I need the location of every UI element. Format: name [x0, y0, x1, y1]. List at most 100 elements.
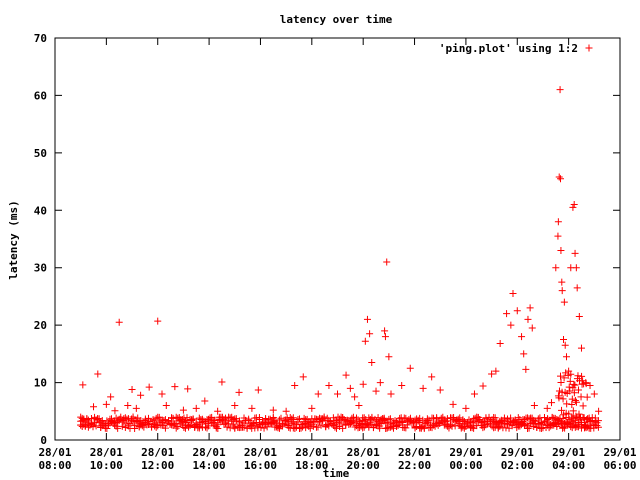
data-point	[509, 290, 517, 298]
data-point	[561, 341, 569, 349]
data-point	[571, 249, 579, 257]
baseline-point	[544, 415, 552, 423]
baseline-point	[554, 416, 562, 424]
data-point	[557, 246, 565, 254]
baseline-point	[349, 417, 357, 425]
data-point	[595, 407, 603, 415]
data-point	[528, 324, 536, 332]
baseline-point	[468, 424, 476, 432]
x-tick-label-date: 29/01	[552, 446, 585, 459]
data-point	[555, 173, 563, 181]
baseline-point	[95, 415, 103, 423]
baseline-point	[117, 413, 125, 421]
baseline-point	[319, 416, 327, 424]
data-point	[145, 383, 153, 391]
x-tick-label-time: 12:00	[141, 459, 174, 472]
baseline-point	[226, 414, 234, 422]
data-point	[562, 353, 570, 361]
baseline-point	[383, 418, 391, 426]
data-point	[179, 406, 187, 414]
baseline-point	[594, 423, 602, 431]
data-point	[325, 381, 333, 389]
baseline-point	[161, 416, 169, 424]
data-point	[387, 390, 395, 398]
baseline-point	[533, 423, 541, 431]
baseline-point	[223, 423, 231, 431]
baseline-point	[565, 383, 573, 391]
data-point	[419, 384, 427, 392]
baseline-point	[386, 415, 394, 423]
data-point	[575, 313, 583, 321]
x-tick-label-date: 28/01	[398, 446, 431, 459]
baseline-point	[197, 419, 205, 427]
baseline-point	[217, 416, 225, 424]
y-tick-label: 20	[34, 319, 47, 332]
baseline-point	[570, 380, 578, 388]
data-point	[184, 385, 192, 393]
data-point	[503, 310, 511, 318]
x-tick-label-time: 04:00	[552, 459, 585, 472]
baseline-point	[572, 398, 580, 406]
data-point	[492, 367, 500, 375]
baseline-point	[259, 419, 267, 427]
baseline-point	[295, 415, 303, 423]
baseline-point	[141, 415, 149, 423]
baseline-point	[331, 423, 339, 431]
data-point	[526, 304, 534, 312]
data-point	[543, 404, 551, 412]
baseline-point	[548, 413, 556, 421]
data-point	[201, 397, 209, 405]
baseline-point	[186, 421, 194, 429]
x-tick-label-time: 14:00	[193, 459, 226, 472]
data-point	[582, 379, 590, 387]
baseline-point	[243, 423, 251, 431]
baseline-point	[231, 424, 239, 432]
baseline-point	[214, 424, 222, 432]
data-point	[520, 350, 528, 358]
data-point	[342, 371, 350, 379]
chart-title: latency over time	[280, 13, 393, 26]
baseline-point	[376, 424, 384, 432]
data-point	[385, 353, 393, 361]
data-point	[573, 284, 581, 292]
baseline-point	[566, 377, 574, 385]
baseline-point	[537, 419, 545, 427]
baseline-point	[561, 424, 569, 432]
baseline-point	[520, 421, 528, 429]
baseline-point	[249, 420, 257, 428]
data-point	[406, 364, 414, 372]
baseline-point	[84, 416, 92, 424]
x-tick-label-date: 28/01	[347, 446, 380, 459]
baseline-point	[500, 414, 508, 422]
baseline-point	[357, 422, 365, 430]
baseline-point	[266, 415, 274, 423]
baseline-point	[308, 421, 316, 429]
baseline-point	[385, 415, 393, 423]
baseline-point	[168, 414, 176, 422]
baseline-point	[339, 424, 347, 432]
baseline-point	[394, 421, 402, 429]
baseline-point	[423, 417, 431, 425]
baseline-point	[359, 424, 367, 432]
data-point	[428, 373, 436, 381]
baseline-point	[154, 422, 162, 430]
baseline-point	[560, 374, 568, 382]
legend-marker-symbol	[585, 44, 593, 52]
baseline-point	[502, 417, 510, 425]
x-tick-label-time: 22:00	[398, 459, 431, 472]
data-point	[372, 387, 380, 395]
baseline-point	[406, 414, 414, 422]
baseline-point	[342, 421, 350, 429]
baseline-point	[365, 422, 373, 430]
data-point	[366, 330, 374, 338]
baseline-point	[505, 418, 513, 426]
x-tick-label-time: 06:00	[603, 459, 636, 472]
baseline-point	[547, 420, 555, 428]
baseline-point	[522, 420, 530, 428]
baseline-point	[144, 414, 152, 422]
data-point	[79, 381, 87, 389]
baseline-point	[574, 386, 582, 394]
baseline-point	[566, 387, 574, 395]
y-tick-label: 70	[34, 32, 47, 45]
data-point	[94, 370, 102, 378]
